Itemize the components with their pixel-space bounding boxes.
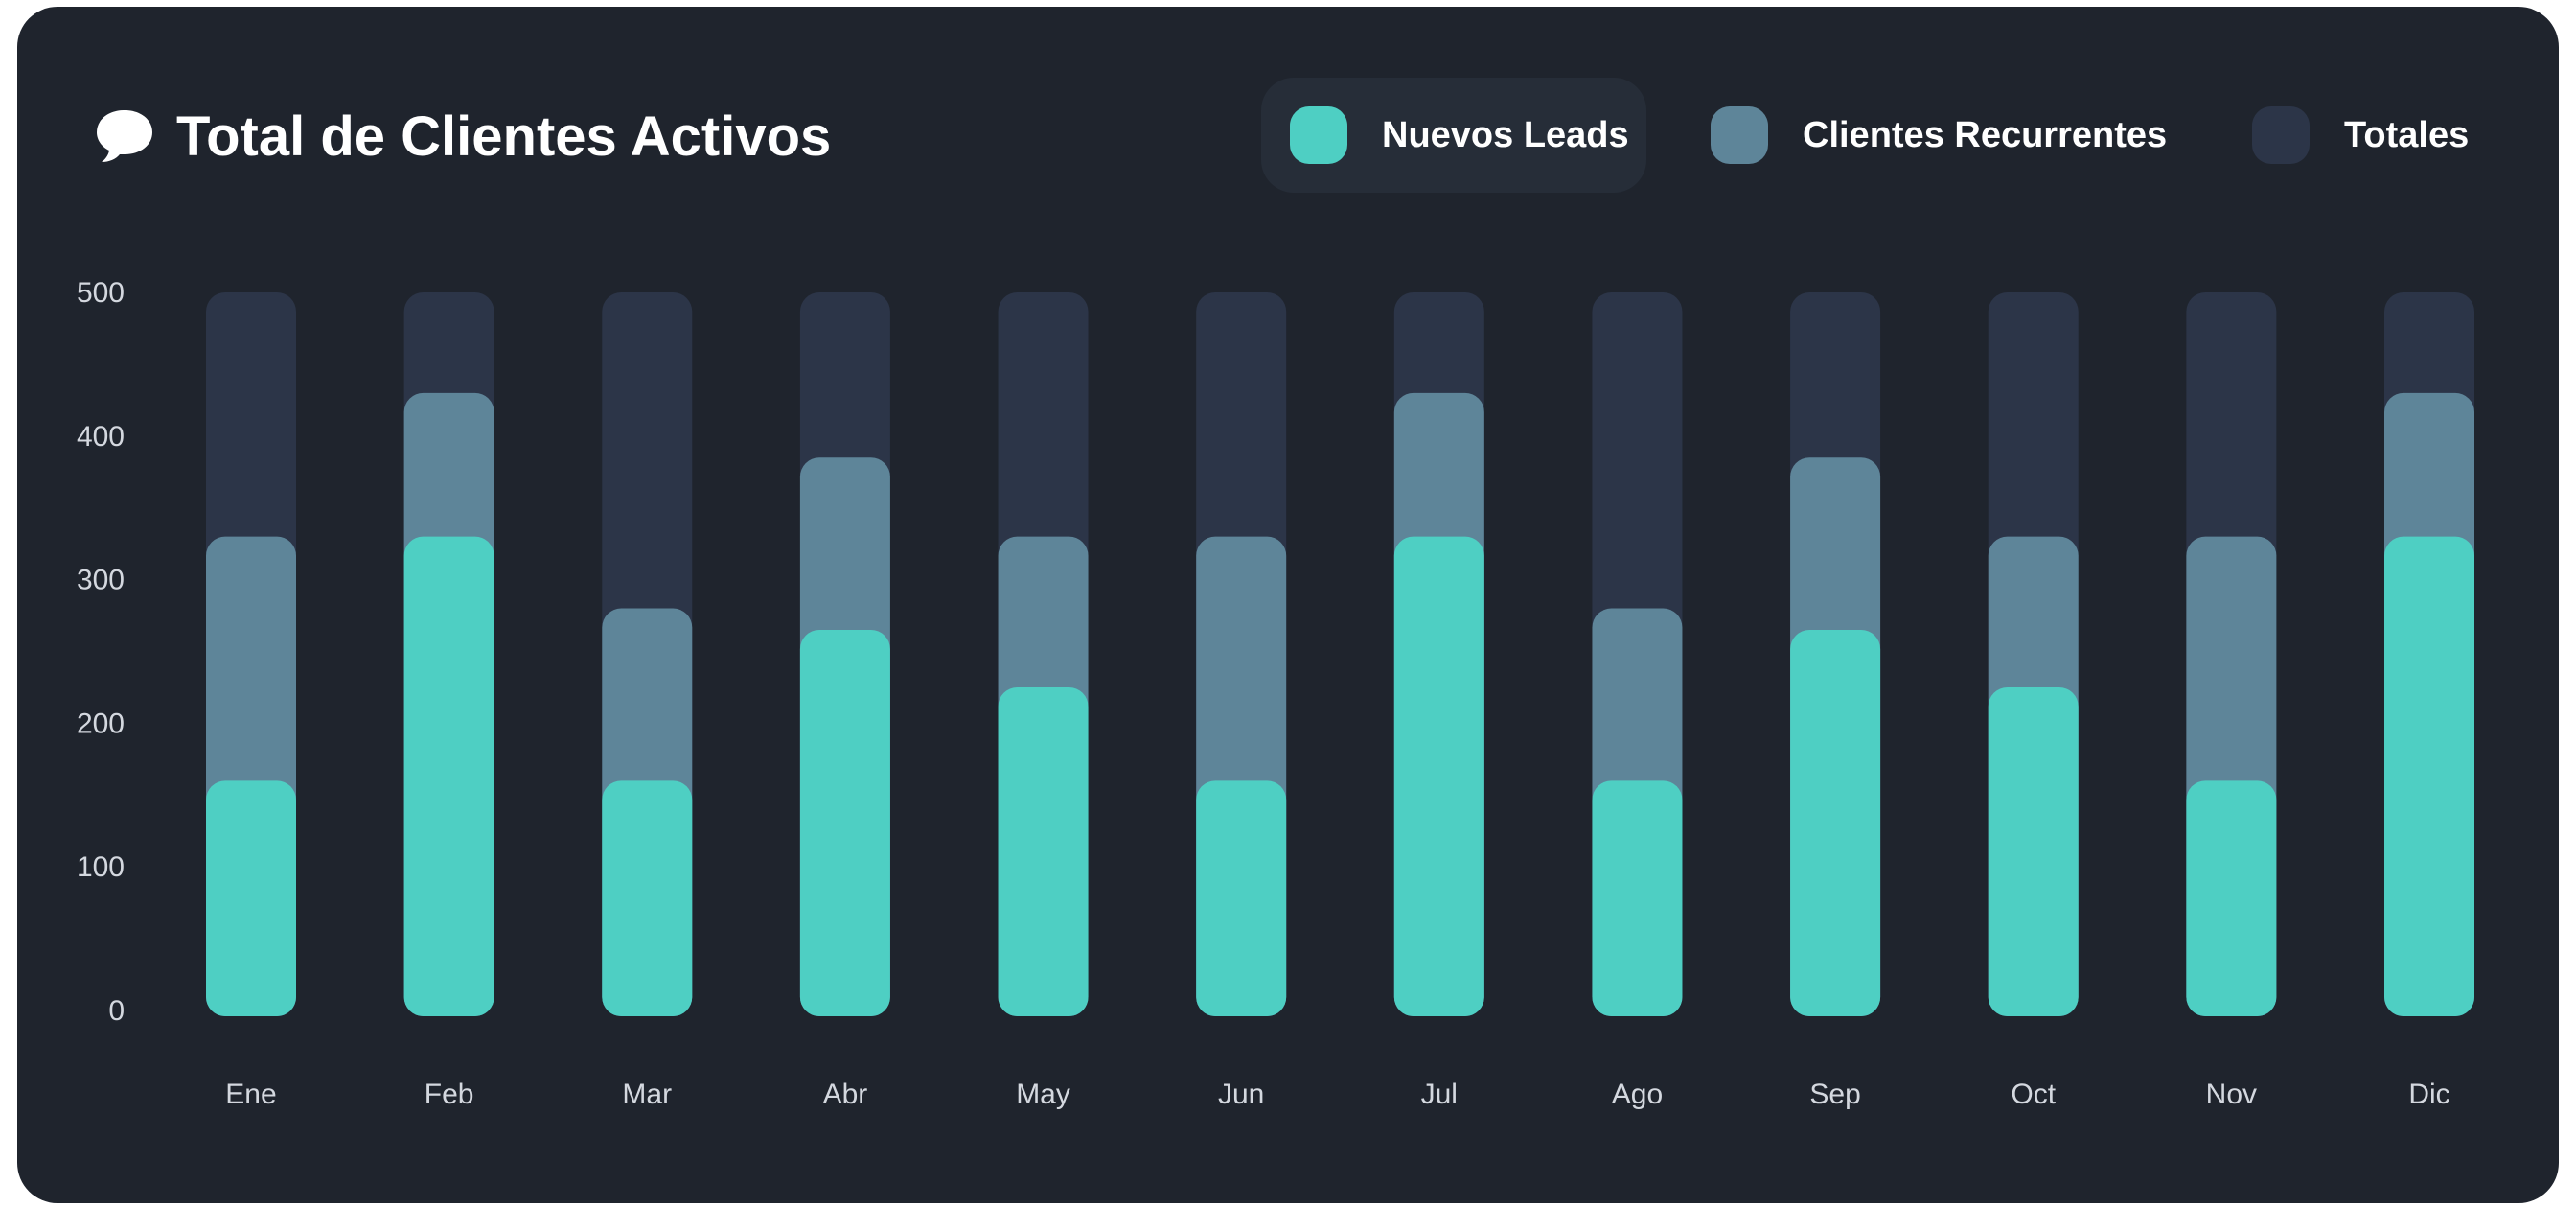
bar-nuevos-leads-mar[interactable] (602, 780, 693, 1016)
legend-swatch-clientes-recurrentes (1711, 106, 1768, 164)
bar-nuevos-leads-abr[interactable] (799, 630, 890, 1016)
x-tick-label-abr: Abr (823, 1079, 868, 1110)
chart-title: Total de Clientes Activos (176, 105, 832, 168)
legend-label-nuevos-leads: Nuevos Leads (1382, 114, 1629, 155)
bar-nuevos-leads-jul[interactable] (1393, 536, 1484, 1016)
legend-item-nuevos-leads[interactable]: Nuevos Leads (1261, 78, 1646, 193)
legend-item-clientes-recurrentes[interactable]: Clientes Recurrentes (1711, 78, 2228, 193)
x-tick-label-may: May (1016, 1079, 1070, 1110)
x-tick-label-jun: Jun (1218, 1079, 1264, 1110)
y-tick-label: 200 (77, 708, 125, 739)
x-tick-label-ago: Ago (1612, 1079, 1663, 1110)
x-tick-label-sep: Sep (1809, 1079, 1860, 1110)
bar-chart: 0 100 200 300 400 500 Ene Feb Mar Abr May Jun Jul Ago… (77, 277, 2474, 1110)
bar-nuevos-leads-ago[interactable] (1592, 780, 1683, 1016)
y-tick-label: 300 (77, 565, 125, 596)
legend-label-clientes-recurrentes: Clientes Recurrentes (1803, 114, 2168, 155)
bar-nuevos-leads-may[interactable] (998, 686, 1089, 1016)
chart-card: Total de Clientes Activos Nuevos Leads C… (17, 7, 2559, 1203)
legend-swatch-nuevos-leads (1290, 106, 1347, 164)
bar-nuevos-leads-jun[interactable] (1196, 780, 1287, 1016)
legend-item-totales[interactable]: Totales (2252, 78, 2520, 193)
bar-nuevos-leads-ene[interactable] (206, 780, 296, 1016)
x-tick-label-dic: Dic (2408, 1079, 2450, 1110)
bar-nuevos-leads-nov[interactable] (2186, 780, 2277, 1016)
legend-swatch-totales (2252, 106, 2310, 164)
bar-nuevos-leads-oct[interactable] (1988, 686, 2079, 1016)
x-tick-label-mar: Mar (622, 1079, 672, 1110)
y-tick-label: 100 (77, 851, 125, 883)
y-tick-label: 500 (77, 277, 125, 309)
legend-label-totales: Totales (2344, 114, 2470, 155)
x-tick-label-feb: Feb (425, 1079, 474, 1110)
x-tick-label-ene: Ene (225, 1079, 276, 1110)
speech-bubble-icon (97, 110, 152, 162)
bar-nuevos-leads-sep[interactable] (1790, 630, 1881, 1016)
x-tick-label-jul: Jul (1421, 1079, 1458, 1110)
y-tick-label: 0 (108, 995, 125, 1027)
x-tick-label-nov: Nov (2206, 1079, 2257, 1110)
x-tick-label-oct: Oct (2011, 1079, 2056, 1110)
y-tick-label: 400 (77, 421, 125, 453)
bar-nuevos-leads-dic[interactable] (2384, 536, 2474, 1016)
bar-nuevos-leads-feb[interactable] (403, 536, 494, 1016)
